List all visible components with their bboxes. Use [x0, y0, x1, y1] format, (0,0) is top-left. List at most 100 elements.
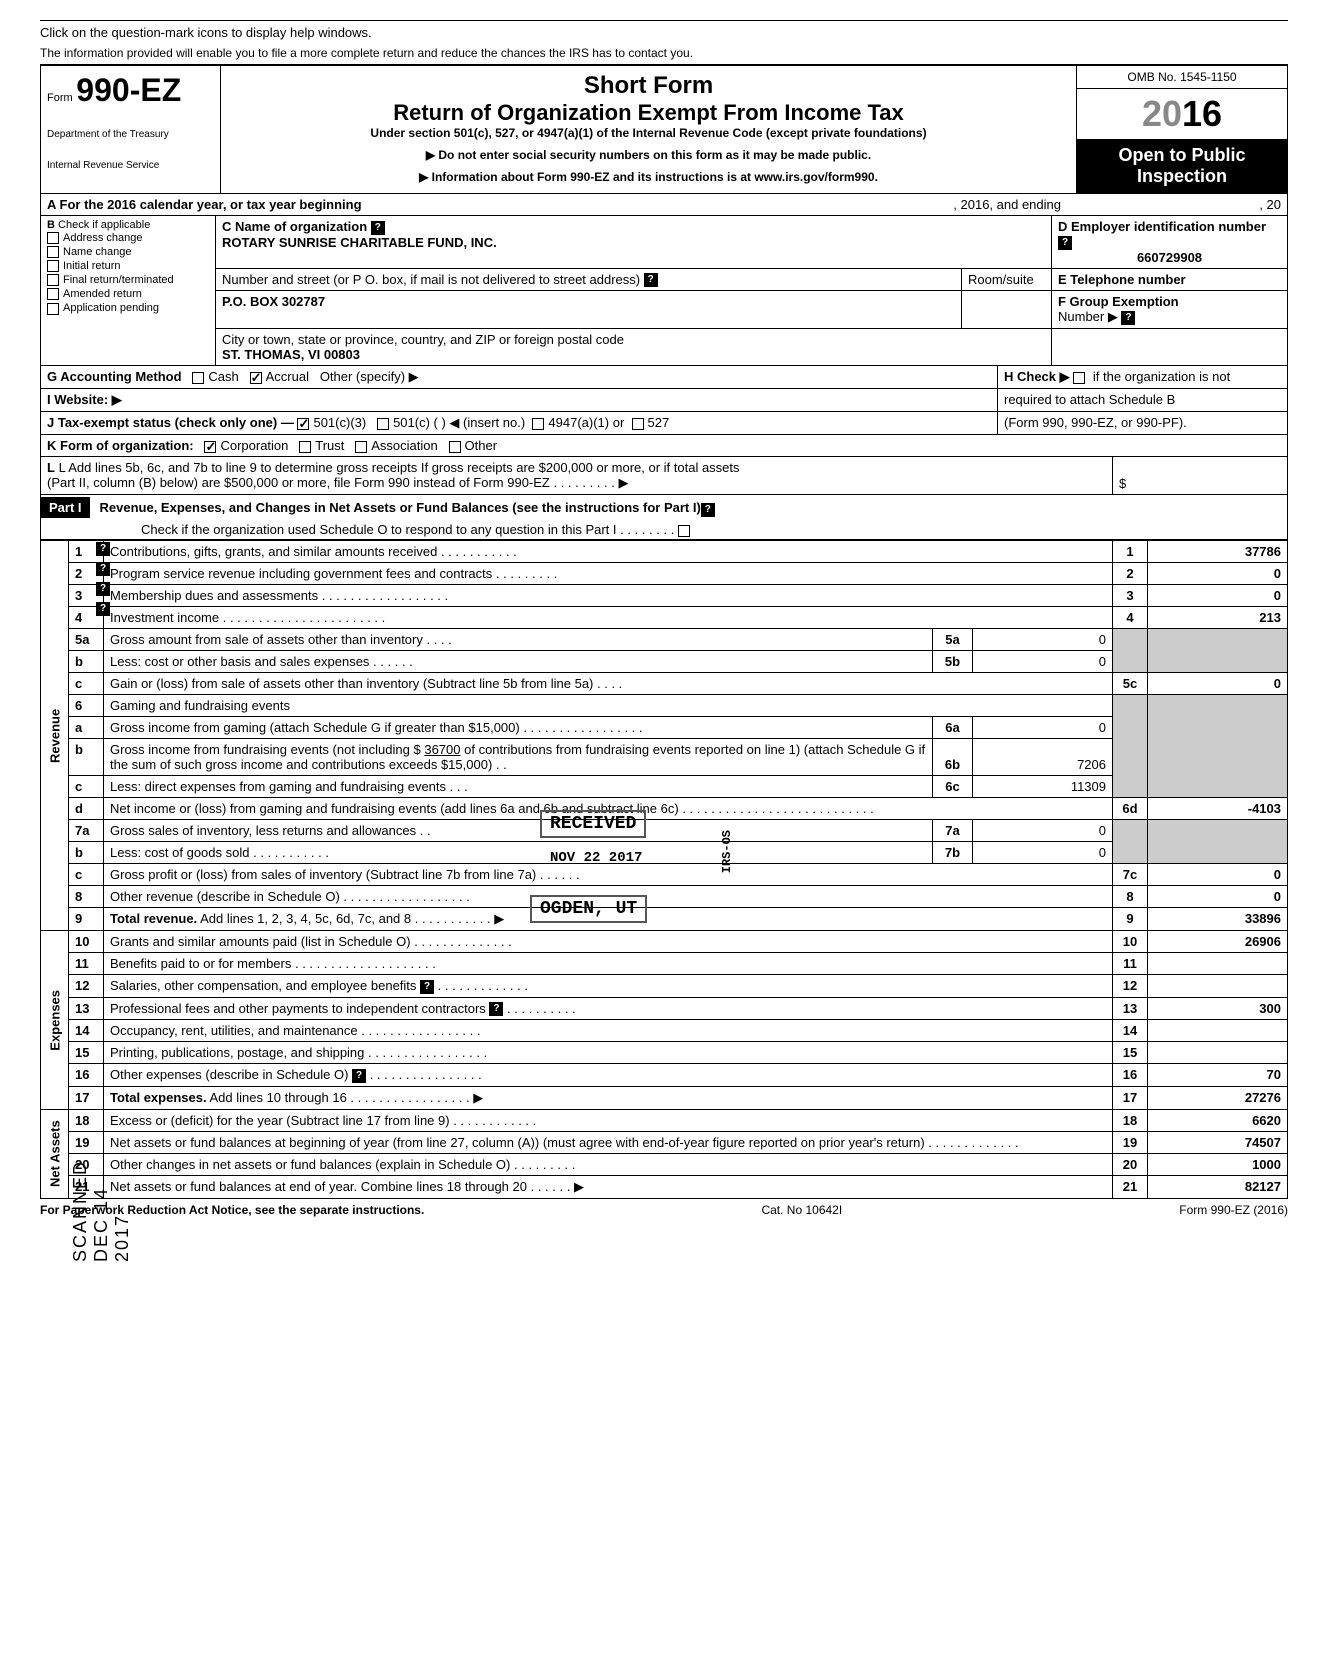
form-header: Form 990-EZ Department of the Treasury I…: [40, 65, 1288, 194]
netassets-label: Net Assets: [41, 1109, 69, 1198]
form-word: Form: [47, 92, 73, 104]
check-h[interactable]: [1073, 372, 1085, 384]
line-6d-val: -4103: [1148, 798, 1288, 820]
part1-title: Revenue, Expenses, and Changes in Net As…: [90, 500, 701, 515]
check-accrual[interactable]: [250, 372, 262, 384]
l-text2: (Part II, column (B) below) are $500,000…: [47, 475, 550, 490]
part1-check: Check if the organization used Schedule …: [141, 522, 617, 537]
line-2-val: 0: [1148, 563, 1288, 585]
addr-label: Number and street (or P O. box, if mail …: [222, 272, 640, 287]
line-4-val: 213: [1148, 607, 1288, 629]
check-address[interactable]: [47, 232, 59, 244]
form-no-footer: Form 990-EZ (2016): [1179, 1203, 1288, 1217]
revenue-label: Revenue: [41, 541, 69, 931]
check-name[interactable]: [47, 246, 59, 258]
year-suffix: 16: [1182, 93, 1222, 134]
line-11-val: [1148, 953, 1288, 975]
help-icon[interactable]: ?: [420, 980, 434, 994]
line-20-val: 1000: [1148, 1153, 1288, 1175]
line-13-val: 300: [1148, 997, 1288, 1020]
check-other[interactable]: [449, 441, 461, 453]
line-18-val: 6620: [1148, 1109, 1288, 1131]
help-icon[interactable]: ?: [644, 273, 658, 287]
under-section: Under section 501(c), 527, or 4947(a)(1)…: [227, 126, 1070, 140]
help-icon[interactable]: ?: [96, 602, 110, 616]
check-501c[interactable]: [377, 418, 389, 430]
short-form-title: Short Form: [227, 72, 1070, 100]
header-info: A For the 2016 calendar year, or tax yea…: [40, 194, 1288, 495]
check-501c3[interactable]: [297, 418, 309, 430]
line-6b-val: 7206: [973, 739, 1113, 776]
line-14-val: [1148, 1020, 1288, 1042]
line-a: A For the 2016 calendar year, or tax yea…: [47, 197, 362, 212]
cat-no: Cat. No 10642I: [761, 1203, 842, 1217]
h-text3: required to attach Schedule B: [997, 389, 1287, 411]
help-icon[interactable]: ?: [96, 582, 110, 596]
line-1-val: 37786: [1148, 541, 1288, 563]
b-label: Check if applicable: [58, 219, 150, 231]
i-label: I Website: ▶: [41, 389, 997, 411]
line-19-val: 74507: [1148, 1131, 1288, 1153]
help-icon[interactable]: ?: [1058, 236, 1072, 250]
check-schedule-o[interactable]: [678, 525, 690, 537]
omb-number: OMB No. 1545-1150: [1077, 66, 1287, 89]
d-label: D Employer identification number: [1058, 219, 1266, 234]
check-trust[interactable]: [299, 441, 311, 453]
part1-label: Part I: [41, 497, 90, 518]
f-label2: Number ▶: [1058, 309, 1118, 324]
line-9-val: 33896: [1148, 908, 1288, 931]
year-prefix: 20: [1142, 93, 1182, 134]
help-icon[interactable]: ?: [96, 542, 110, 556]
check-amended[interactable]: [47, 288, 59, 300]
scanned-stamp: SCANNED DEC 14 2017: [70, 1160, 133, 1262]
dept1: Department of the Treasury: [47, 129, 214, 140]
line-5a-val: 0: [973, 629, 1113, 651]
check-4947[interactable]: [532, 418, 544, 430]
org-name: ROTARY SUNRISE CHARITABLE FUND, INC.: [222, 235, 1045, 250]
line-7b-val: 0: [973, 842, 1113, 864]
l-dollar: $: [1119, 476, 1126, 491]
j-label: J Tax-exempt status (check only one) —: [47, 415, 294, 430]
line-6c-val: 11309: [973, 776, 1113, 798]
line-a-mid: , 2016, and ending: [947, 194, 1067, 215]
h-text: if the organization is not: [1093, 369, 1230, 384]
h-label: H Check ▶: [1004, 369, 1070, 384]
line-a-end: , 20: [1067, 194, 1287, 215]
g-label: G Accounting Method: [47, 369, 182, 384]
ein: 660729908: [1058, 250, 1281, 265]
help-icon[interactable]: ?: [352, 1069, 366, 1083]
help-icon[interactable]: ?: [701, 503, 715, 517]
line-8-val: 0: [1148, 886, 1288, 908]
l-text: L Add lines 5b, 6c, and 7b to line 9 to …: [59, 460, 740, 475]
line-7c-val: 0: [1148, 864, 1288, 886]
check-cash[interactable]: [192, 372, 204, 384]
line-21-val: 82127: [1148, 1175, 1288, 1198]
line-7a-val: 0: [973, 820, 1113, 842]
line-15-val: [1148, 1042, 1288, 1064]
b-letter: B: [47, 219, 55, 231]
line-3-val: 0: [1148, 585, 1288, 607]
ssn-warning: ▶ Do not enter social security numbers o…: [227, 148, 1070, 162]
dept2: Internal Revenue Service: [47, 160, 214, 171]
c-label: C Name of organization: [222, 219, 367, 234]
open-public-1: Open to Public: [1083, 145, 1281, 166]
check-527[interactable]: [632, 418, 644, 430]
return-title: Return of Organization Exempt From Incom…: [227, 100, 1070, 126]
pobox: P.O. BOX 302787: [216, 291, 962, 328]
line-5c-val: 0: [1148, 673, 1288, 695]
city: ST. THOMAS, VI 00803: [222, 347, 1045, 362]
help-icon[interactable]: ?: [96, 562, 110, 576]
help-icon[interactable]: ?: [371, 221, 385, 235]
help-line2: The information provided will enable you…: [40, 46, 1288, 65]
check-assoc[interactable]: [355, 441, 367, 453]
h-text4: (Form 990, 990-EZ, or 990-PF).: [997, 412, 1287, 434]
check-corp[interactable]: [204, 441, 216, 453]
f-label: F Group Exemption: [1058, 294, 1179, 309]
help-icon[interactable]: ?: [489, 1002, 503, 1016]
check-initial[interactable]: [47, 260, 59, 272]
check-pending[interactable]: [47, 303, 59, 315]
k-label: K Form of organization:: [47, 438, 194, 453]
help-icon[interactable]: ?: [1121, 311, 1135, 325]
footer: For Paperwork Reduction Act Notice, see …: [40, 1199, 1288, 1221]
check-final[interactable]: [47, 274, 59, 286]
